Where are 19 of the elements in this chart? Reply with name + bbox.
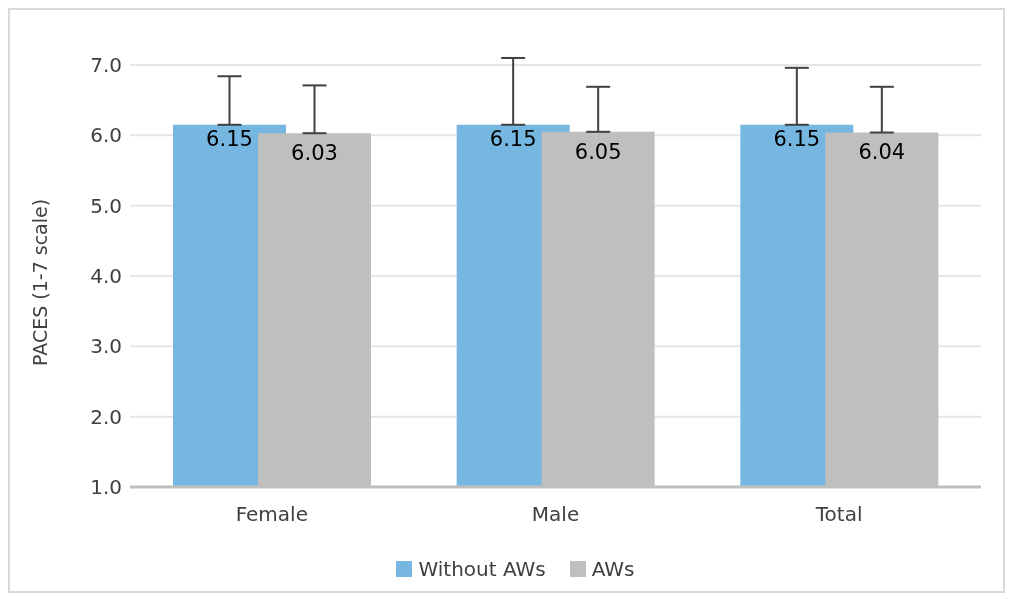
legend-label: AWs: [590, 557, 635, 581]
data-label: 6.15: [489, 126, 537, 151]
y-tick-label: 3.0: [90, 334, 122, 359]
y-tick-label: 1.0: [90, 475, 122, 500]
y-tick-label: 2.0: [90, 404, 122, 429]
x-tick-label: Total: [814, 502, 863, 527]
x-tick-label: Female: [235, 502, 308, 527]
y-tick-label: 6.0: [90, 123, 122, 148]
data-label: 6.15: [206, 126, 253, 151]
y-tick-label: 4.0: [90, 264, 122, 289]
x-tick-label: Male: [531, 502, 580, 527]
legend-label: Without AWs: [417, 557, 546, 581]
y-tick-label: 7.0: [90, 53, 122, 78]
data-label: 6.05: [574, 139, 622, 164]
data-label: 6.15: [773, 126, 821, 151]
data-label: 6.03: [291, 141, 338, 166]
y-tick-label: 5.0: [90, 193, 122, 218]
y-axis-title: PACES (1-7 scale): [28, 198, 51, 366]
data-label: 6.04: [858, 140, 906, 165]
